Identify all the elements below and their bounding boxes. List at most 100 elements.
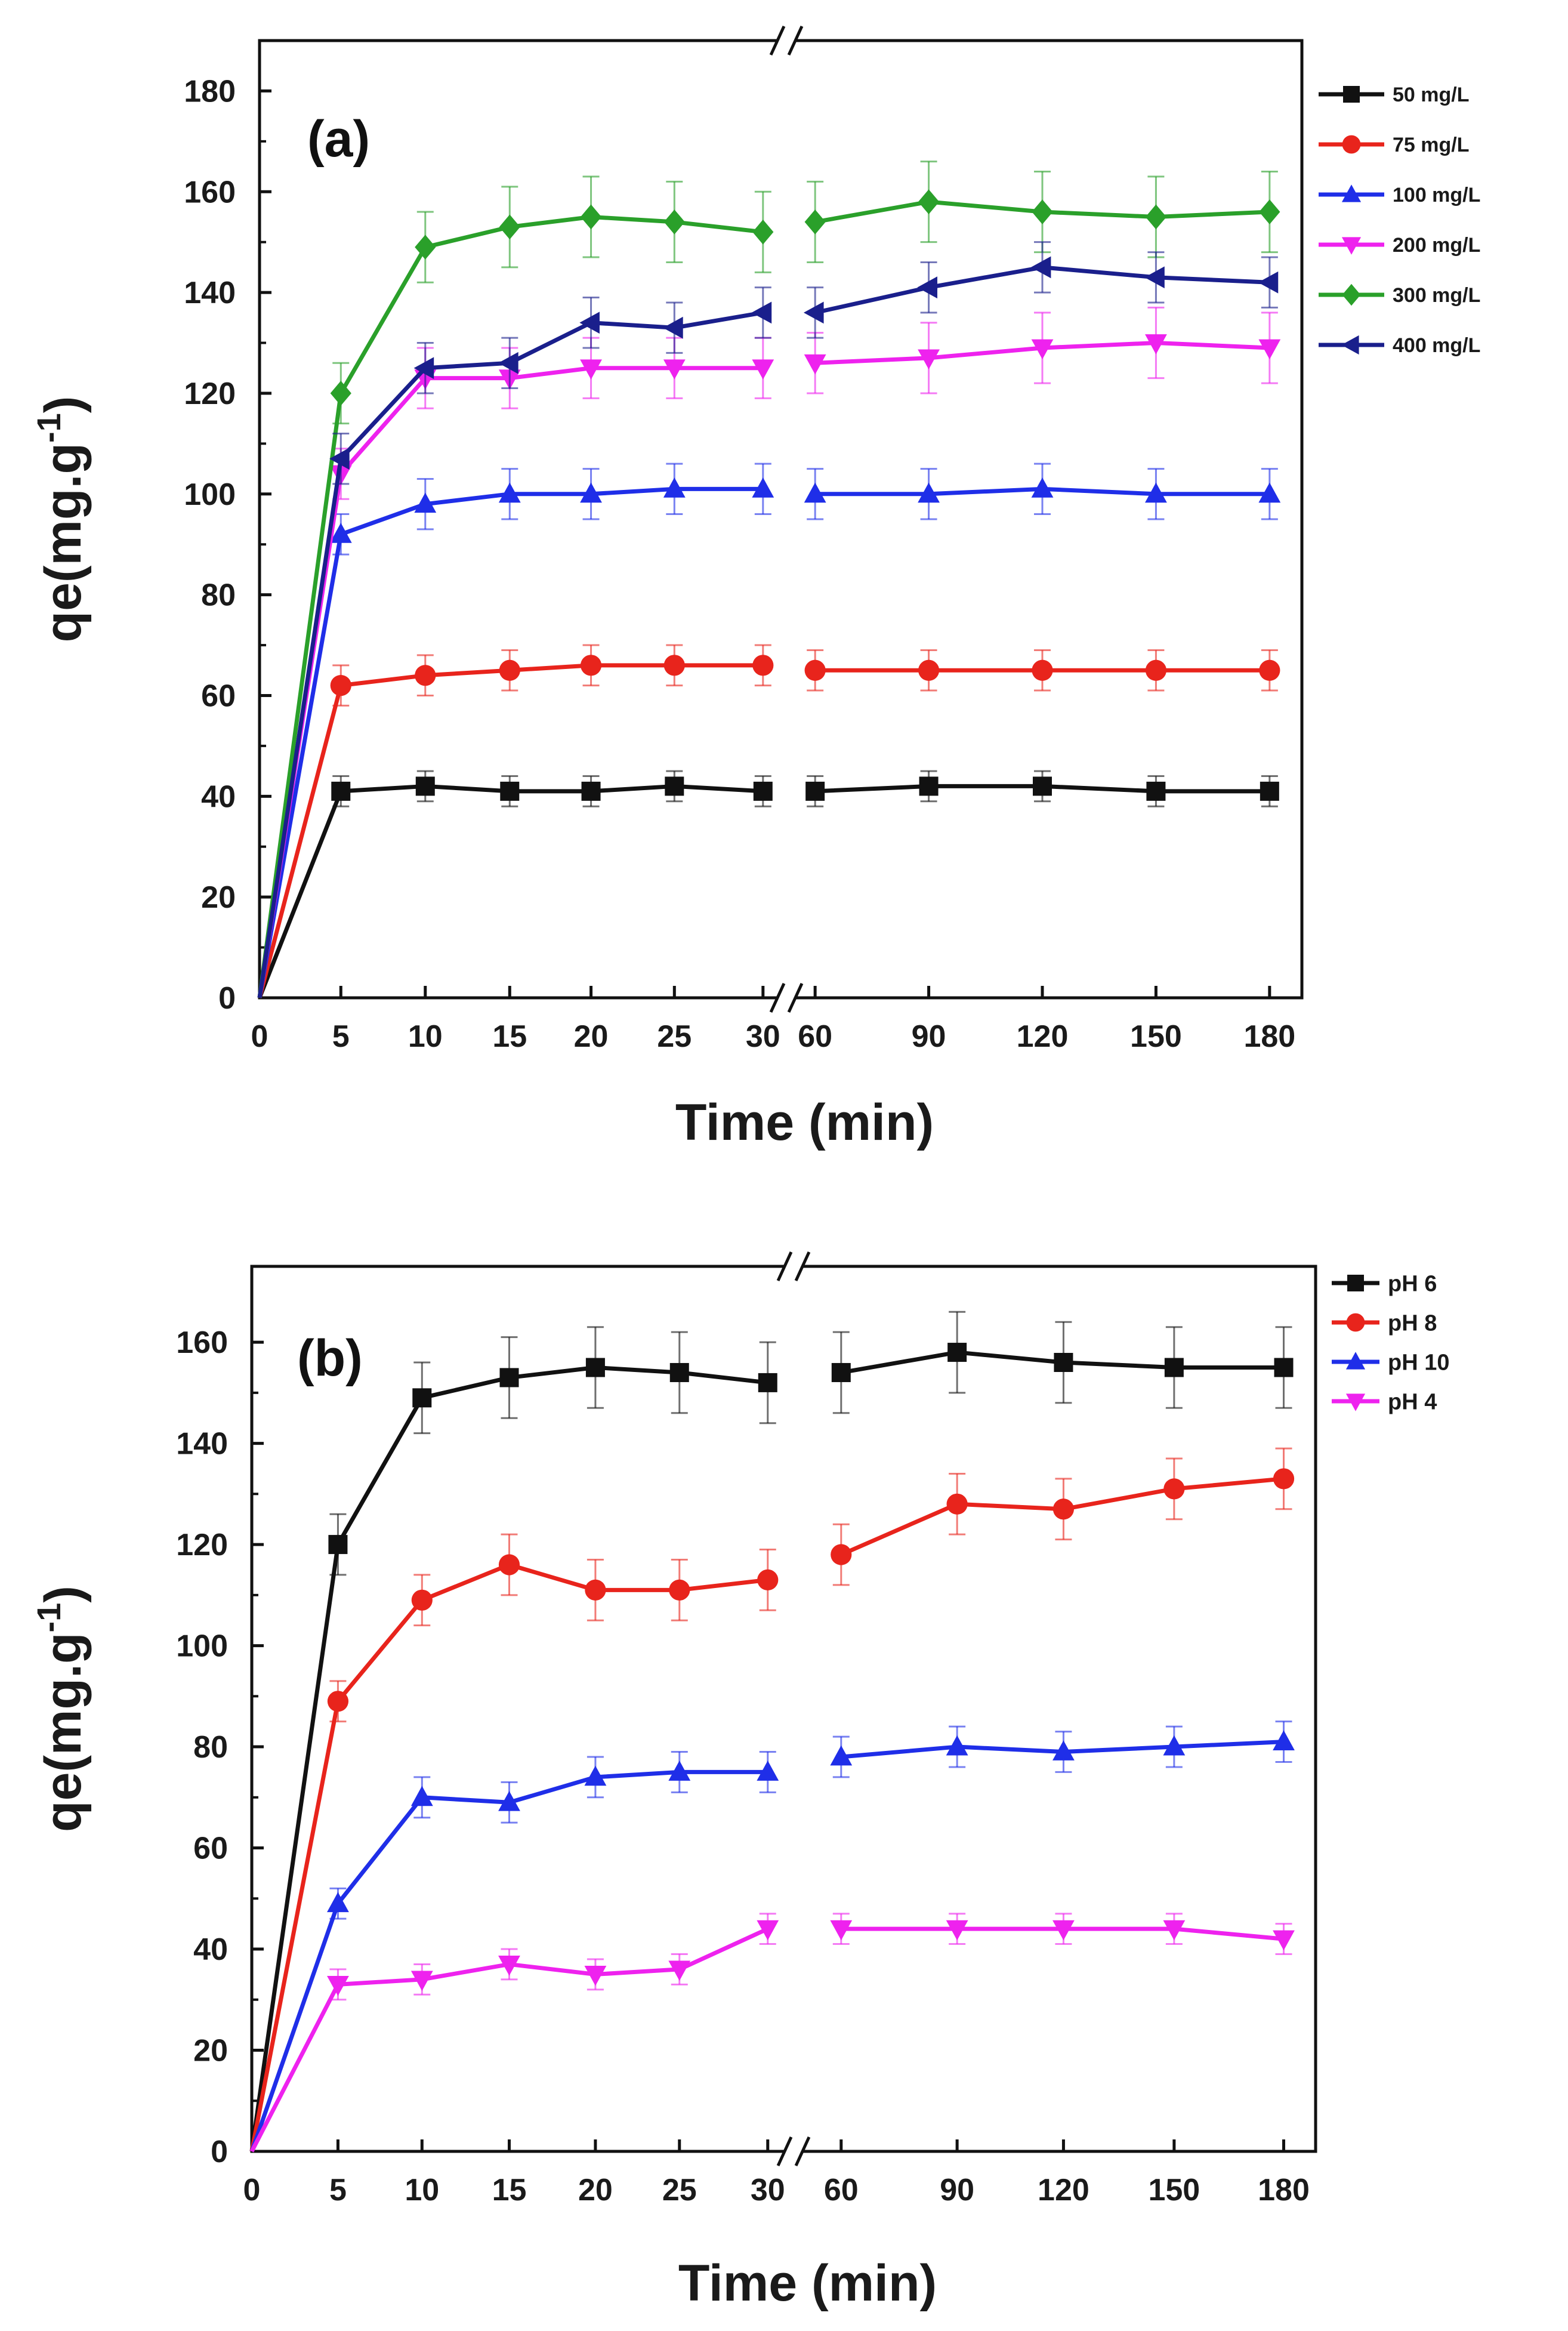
data-point — [1260, 781, 1279, 801]
data-point — [1274, 1358, 1294, 1377]
data-point — [580, 204, 602, 230]
data-point — [327, 1892, 349, 1913]
y-tick-label: 140 — [176, 1427, 228, 1462]
legend-marker — [1342, 135, 1361, 154]
y-tick-label: 100 — [184, 477, 236, 512]
x-tick-label: 30 — [746, 1019, 780, 1054]
legend-marker — [1346, 1313, 1365, 1332]
legend-marker — [1341, 184, 1362, 202]
data-point — [751, 301, 772, 324]
data-point — [752, 359, 774, 380]
data-point — [831, 1362, 851, 1382]
x-tick-label: 5 — [332, 1019, 350, 1054]
legend-marker — [1345, 1393, 1366, 1411]
data-point — [1258, 482, 1281, 503]
x-tick-label: 90 — [940, 2173, 974, 2207]
series-line — [257, 663, 763, 998]
series-line — [249, 1562, 768, 2152]
data-point — [1146, 781, 1166, 801]
data-point — [946, 1920, 968, 1941]
data-point — [917, 276, 937, 299]
data-point — [1273, 1468, 1295, 1490]
data-point — [580, 655, 602, 676]
data-point — [1145, 482, 1167, 503]
data-point — [669, 1362, 689, 1382]
data-point — [1273, 1730, 1295, 1750]
data-point — [499, 1368, 519, 1388]
series-line — [257, 784, 763, 999]
data-point — [663, 655, 685, 676]
x-tick-label: 20 — [578, 2173, 613, 2207]
data-point — [1032, 776, 1052, 796]
plot-frame — [258, 39, 1304, 1000]
data-point — [1163, 1920, 1186, 1941]
x-tick-label: 180 — [1258, 2173, 1310, 2207]
data-point — [1164, 1358, 1184, 1377]
y-tick-label: 0 — [211, 2135, 228, 2169]
data-point — [1052, 1740, 1075, 1760]
data-point — [831, 1544, 852, 1565]
series-100-mg-l — [257, 462, 1281, 998]
series-line — [257, 310, 764, 998]
x-tick-label: 5 — [329, 2173, 347, 2207]
x-axis-title: Time (min) — [678, 2255, 937, 2312]
data-point — [331, 781, 351, 801]
data-point — [1030, 256, 1051, 279]
series-line — [257, 486, 763, 998]
legend-marker — [1343, 86, 1360, 103]
data-point — [668, 1760, 691, 1781]
x-tick-label: 150 — [1130, 1019, 1182, 1054]
y-tick-label: 140 — [184, 276, 236, 310]
x-tick-label: 20 — [574, 1019, 609, 1054]
data-point — [918, 659, 940, 681]
data-point — [1032, 199, 1053, 224]
data-point — [663, 316, 683, 339]
chart-panel-b: 0 20 40 60 80 100 120 140 160 0 5 10 15 20 25 30 60 90 120… — [30, 1251, 1449, 2312]
data-point — [758, 1373, 777, 1392]
legend-marker — [1342, 283, 1361, 306]
legend-item-75-mg-l: 75 mg/L — [1319, 134, 1469, 156]
x-tick-label: 90 — [912, 1019, 946, 1054]
series-ph-6 — [249, 1311, 1294, 2152]
data-point — [410, 1786, 433, 1806]
data-point — [1259, 659, 1280, 681]
data-point — [499, 214, 520, 240]
y-tick-label: 160 — [184, 175, 236, 209]
data-point — [830, 1920, 853, 1941]
data-point — [804, 354, 826, 375]
data-point — [1052, 1920, 1075, 1941]
y-axis-title-main: qe(mg.g — [35, 443, 92, 642]
legend-label: pH 4 — [1388, 1390, 1437, 1415]
y-tick-label: 160 — [176, 1325, 228, 1360]
data-point — [804, 659, 826, 681]
data-point — [1144, 266, 1165, 289]
data-point — [1145, 334, 1167, 354]
y-axis-title-superscript: -1 — [30, 1603, 67, 1633]
data-point — [1163, 1478, 1185, 1500]
x-axis-title: Time (min) — [675, 1094, 934, 1151]
data-point — [1032, 659, 1053, 681]
y-tick-label: 120 — [184, 377, 236, 411]
data-point — [329, 448, 350, 470]
y-axis-title-close: ) — [35, 1586, 92, 1603]
legend-label: 100 mg/L — [1393, 184, 1480, 206]
data-point — [328, 1535, 348, 1555]
y-tick-label: 100 — [176, 1629, 228, 1664]
data-point — [919, 776, 939, 796]
legend-item-ph-10: pH 10 — [1332, 1350, 1449, 1376]
y-tick-label: 80 — [201, 578, 236, 613]
data-point — [411, 1589, 433, 1611]
y-tick-label: 60 — [193, 1832, 228, 1866]
legend-marker — [1345, 1352, 1366, 1370]
x-tick-label: 30 — [751, 2173, 785, 2207]
legend-item-ph-4: pH 4 — [1332, 1390, 1437, 1415]
series-50-mg-l — [257, 770, 1279, 999]
x-tick-label: 0 — [251, 1019, 268, 1054]
y-tick-label: 40 — [193, 1932, 228, 1967]
series-line — [249, 1365, 768, 2152]
data-point — [803, 301, 824, 324]
legend-marker — [1341, 237, 1362, 255]
data-point — [757, 1920, 779, 1941]
data-point — [585, 1579, 606, 1601]
data-point — [498, 482, 521, 503]
